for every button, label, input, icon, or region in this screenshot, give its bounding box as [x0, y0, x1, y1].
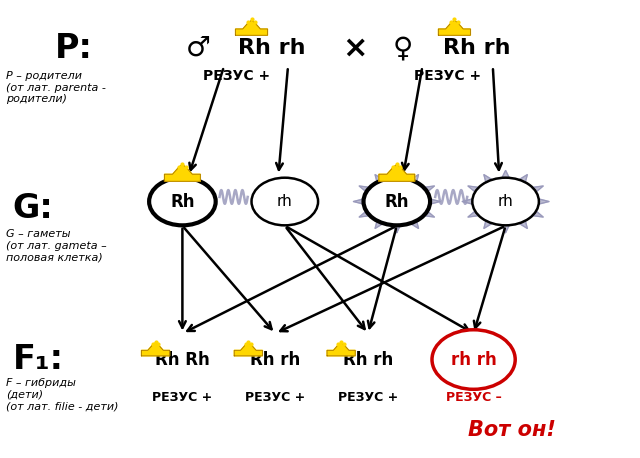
Polygon shape — [141, 343, 170, 356]
Circle shape — [364, 178, 430, 225]
Polygon shape — [164, 164, 200, 181]
Circle shape — [149, 178, 216, 225]
Text: G:: G: — [13, 192, 54, 225]
Text: P – родители
(от лат. parenta -
родители): P – родители (от лат. parenta - родители… — [6, 71, 106, 104]
Circle shape — [472, 178, 539, 225]
Polygon shape — [234, 343, 262, 356]
Text: РЕЗУС +: РЕЗУС + — [338, 391, 398, 403]
Polygon shape — [438, 20, 470, 35]
Text: G – гаметы
(от лат. gameta –
половая клетка): G – гаметы (от лат. gameta – половая кле… — [6, 229, 107, 262]
Text: Rh: Rh — [385, 192, 409, 211]
Text: Rh: Rh — [170, 192, 195, 211]
Text: РЕЗУС –: РЕЗУС – — [445, 391, 502, 403]
Text: ♀: ♀ — [393, 34, 413, 62]
Text: rh: rh — [277, 194, 292, 209]
Text: P:: P: — [54, 32, 92, 65]
Text: РЕЗУС +: РЕЗУС + — [415, 69, 481, 82]
Polygon shape — [236, 20, 268, 35]
Text: rh: rh — [498, 194, 513, 209]
Text: rh rh: rh rh — [451, 350, 497, 369]
Text: РЕЗУС +: РЕЗУС + — [204, 69, 270, 82]
Text: F – гибриды
(дети)
(от лат. filie - дети): F – гибриды (дети) (от лат. filie - дети… — [6, 378, 119, 411]
Text: РЕЗУС +: РЕЗУС + — [152, 391, 212, 403]
Circle shape — [252, 178, 318, 225]
Text: Вот он!: Вот он! — [468, 420, 556, 440]
Text: ♂: ♂ — [186, 34, 211, 62]
Text: ×: × — [342, 33, 368, 63]
Text: Rh rh: Rh rh — [250, 350, 300, 369]
Text: F₁:: F₁: — [13, 343, 64, 376]
Polygon shape — [327, 343, 355, 356]
Text: Rh rh: Rh rh — [238, 38, 306, 58]
Text: Rh Rh: Rh Rh — [155, 350, 210, 369]
Text: Rh rh: Rh rh — [443, 38, 511, 58]
Polygon shape — [353, 170, 440, 233]
Text: РЕЗУС +: РЕЗУС + — [245, 391, 305, 403]
Circle shape — [432, 330, 515, 389]
Polygon shape — [462, 170, 549, 233]
Text: Rh rh: Rh rh — [343, 350, 393, 369]
Polygon shape — [379, 164, 415, 181]
